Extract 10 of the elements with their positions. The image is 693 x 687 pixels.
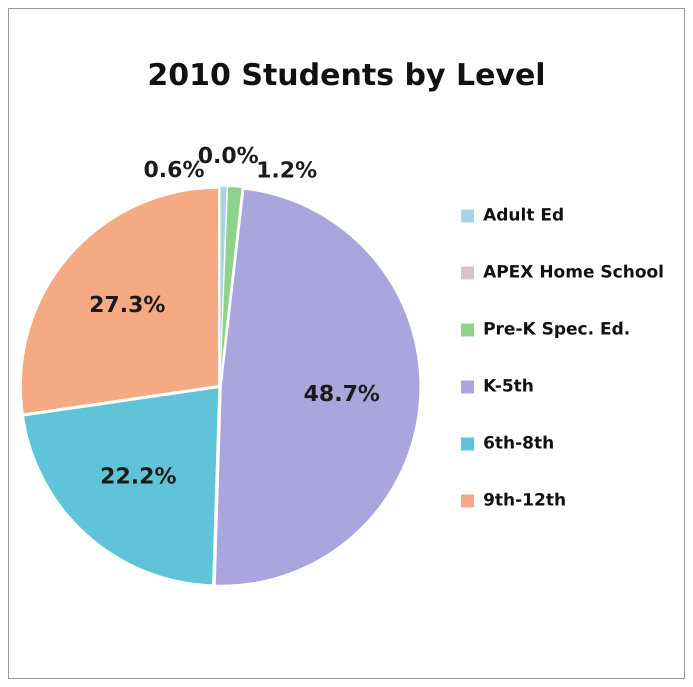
legend-label: 9th-12th <box>483 490 566 510</box>
data-label: 27.3% <box>89 293 166 318</box>
data-label: 48.7% <box>304 382 380 408</box>
data-label: 22.2% <box>100 464 176 490</box>
legend-label: K-5th <box>483 376 534 396</box>
legend-label: APEX Home School <box>483 262 664 282</box>
legend-label: 6th-8th <box>483 433 554 454</box>
chart-title: 2010 Students by Level <box>147 58 546 93</box>
legend-label: Pre-K Spec. Ed. <box>483 319 630 340</box>
legend-label: Adult Ed <box>483 205 564 226</box>
